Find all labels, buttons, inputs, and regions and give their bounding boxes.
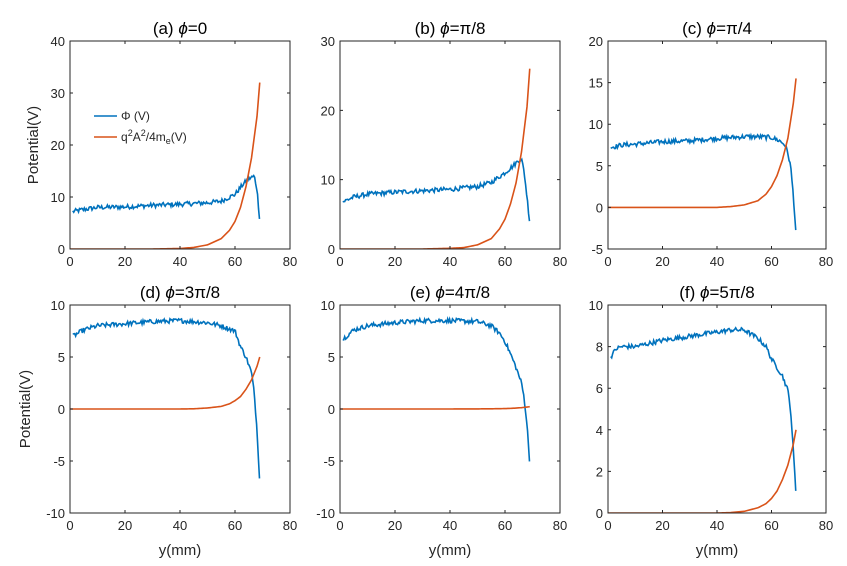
panel-e-ytick-label: -10 [316,506,335,521]
panel-d-ytick-label: 10 [51,298,65,313]
panel-c-xtick-label: 80 [819,254,833,269]
panel-a-ytick-label: 30 [51,86,65,101]
panel-a-ponderomotive-line [70,82,261,249]
panel-b-xtick-label: 0 [336,254,343,269]
panel-a-xtick-label: 40 [173,254,187,269]
panel-d: (d) ϕ=3π/8 0 20 40 60 80 -10 -5 0 5 10 [46,283,297,533]
panel-c-xtick-label: 0 [604,254,611,269]
panel-e-ytick-label: 0 [328,402,335,417]
panel-d-phi-line [72,317,261,479]
panel-a: (a) ϕ=0 0 20 40 60 80 0 10 20 30 40 [51,19,298,269]
xlabel-d: y(mm) [159,542,201,559]
panel-a-ytick-label: 0 [58,242,65,257]
panel-a-xtick-label: 80 [283,254,297,269]
panel-d-xtick-label: 20 [118,518,132,533]
panel-c-xtick-label: 60 [764,254,778,269]
xlabel-e: y(mm) [429,542,471,559]
panel-b-ytick-label: 30 [321,34,335,49]
panel-d-xtick-label: 60 [228,518,242,533]
panel-a-axes-box [69,40,291,250]
xlabel-f: y(mm) [696,542,738,559]
panel-c-ytick-label: 20 [589,34,603,49]
panel-c-xtick-label: 20 [655,254,669,269]
panel-b-xtick-label: 20 [388,254,402,269]
panel-b-ytick-label: 20 [321,103,335,118]
panel-b-xtick-label: 80 [553,254,567,269]
panel-c-phi-line [610,132,797,231]
panel-e-ytick-label: 5 [328,350,335,365]
legend-label-phi: Φ (V) [121,109,150,123]
panel-c-ytick-label: -5 [591,242,603,257]
panel-a-ytick-label: 40 [51,34,65,49]
panel-f-ytick-label: 6 [596,381,603,396]
panel-a-ytick-label: 20 [51,138,65,153]
panel-f-ytick-label: 2 [596,464,603,479]
panel-a-xtick-label: 0 [66,254,73,269]
panel-f-xtick-label: 20 [655,518,669,533]
panel-f-xtick-label: 60 [764,518,778,533]
panel-b-ytick-label: 10 [321,173,335,188]
panel-b-xtick-label: 40 [443,254,457,269]
ylabel-bottom: Potential(V) [17,370,34,448]
panel-f-ytick-label: 8 [596,340,603,355]
panel-f-phi-line [610,326,797,491]
panel-e-phi-line [342,316,531,462]
panel-b-title: (b) ϕ=π/8 [415,19,486,38]
panel-d-ytick-label: -5 [53,454,65,469]
panel-e-ytick-label: 10 [321,298,335,313]
panel-f-ponderomotive-line [608,429,797,513]
panel-d-xtick-label: 40 [173,518,187,533]
panel-a-phi-line [72,174,261,220]
panel-c-ytick-label: 15 [589,76,603,91]
panel-e-title: (e) ϕ=4π/8 [410,283,490,302]
panel-b-phi-line [342,157,531,222]
panel-d-ponderomotive-line [70,356,261,410]
panel-b-ponderomotive-line [340,68,531,249]
panel-f-ytick-label: 10 [589,298,603,313]
panel-e: (e) ϕ=4π/8 0 20 40 60 80 -10 -5 0 5 10 [316,283,567,533]
panel-a-xtick-label: 20 [118,254,132,269]
panel-a-ytick-label: 10 [51,190,65,205]
panel-b: (b) ϕ=π/8 0 20 40 60 80 0 10 20 30 [321,19,568,269]
panel-e-xtick-label: 0 [336,518,343,533]
panel-c-title: (c) ϕ=π/4 [682,19,752,38]
panel-f-axes-box [607,304,827,514]
panel-d-xtick-label: 0 [66,518,73,533]
panel-c-xtick-label: 40 [710,254,724,269]
panel-f-title: (f) ϕ=5π/8 [679,283,755,302]
panel-b-axes-box [339,40,561,250]
panel-d-xtick-label: 80 [283,518,297,533]
legend-label-ponderomotive: q2A2/4me(V) [121,128,187,146]
panel-f: (f) ϕ=5π/8 0 20 40 60 80 0 2 4 6 8 10 [589,283,834,533]
panel-f-xtick-label: 80 [819,518,833,533]
panel-a-xtick-label: 60 [228,254,242,269]
panel-b-ytick-label: 0 [328,242,335,257]
panel-f-xtick-label: 0 [604,518,611,533]
panel-b-xtick-label: 60 [498,254,512,269]
panel-d-title: (d) ϕ=3π/8 [140,283,220,302]
ylabel-top: Potential(V) [25,106,42,184]
panel-c-ytick-label: 0 [596,200,603,215]
panel-d-ytick-label: 0 [58,402,65,417]
panel-c-ytick-label: 5 [596,159,603,174]
panel-d-ytick-label: 5 [58,350,65,365]
panel-e-xtick-label: 40 [443,518,457,533]
panel-f-xtick-label: 40 [710,518,724,533]
panel-e-ytick-label: -5 [323,454,335,469]
panel-d-ytick-label: -10 [46,506,65,521]
panel-e-xtick-label: 20 [388,518,402,533]
panel-c-ytick-label: 10 [589,117,603,132]
panel-f-ytick-label: 4 [596,423,603,438]
panel-c-axes-box [607,40,827,250]
panel-c-ponderomotive-line [608,78,797,209]
panel-f-ytick-label: 0 [596,506,603,521]
panel-e-ponderomotive-line [340,405,530,410]
legend: Φ (V) q2A2/4me(V) [94,109,187,146]
panel-a-title: (a) ϕ=0 [153,19,207,38]
panel-e-xtick-label: 60 [498,518,512,533]
panel-e-xtick-label: 80 [553,518,567,533]
